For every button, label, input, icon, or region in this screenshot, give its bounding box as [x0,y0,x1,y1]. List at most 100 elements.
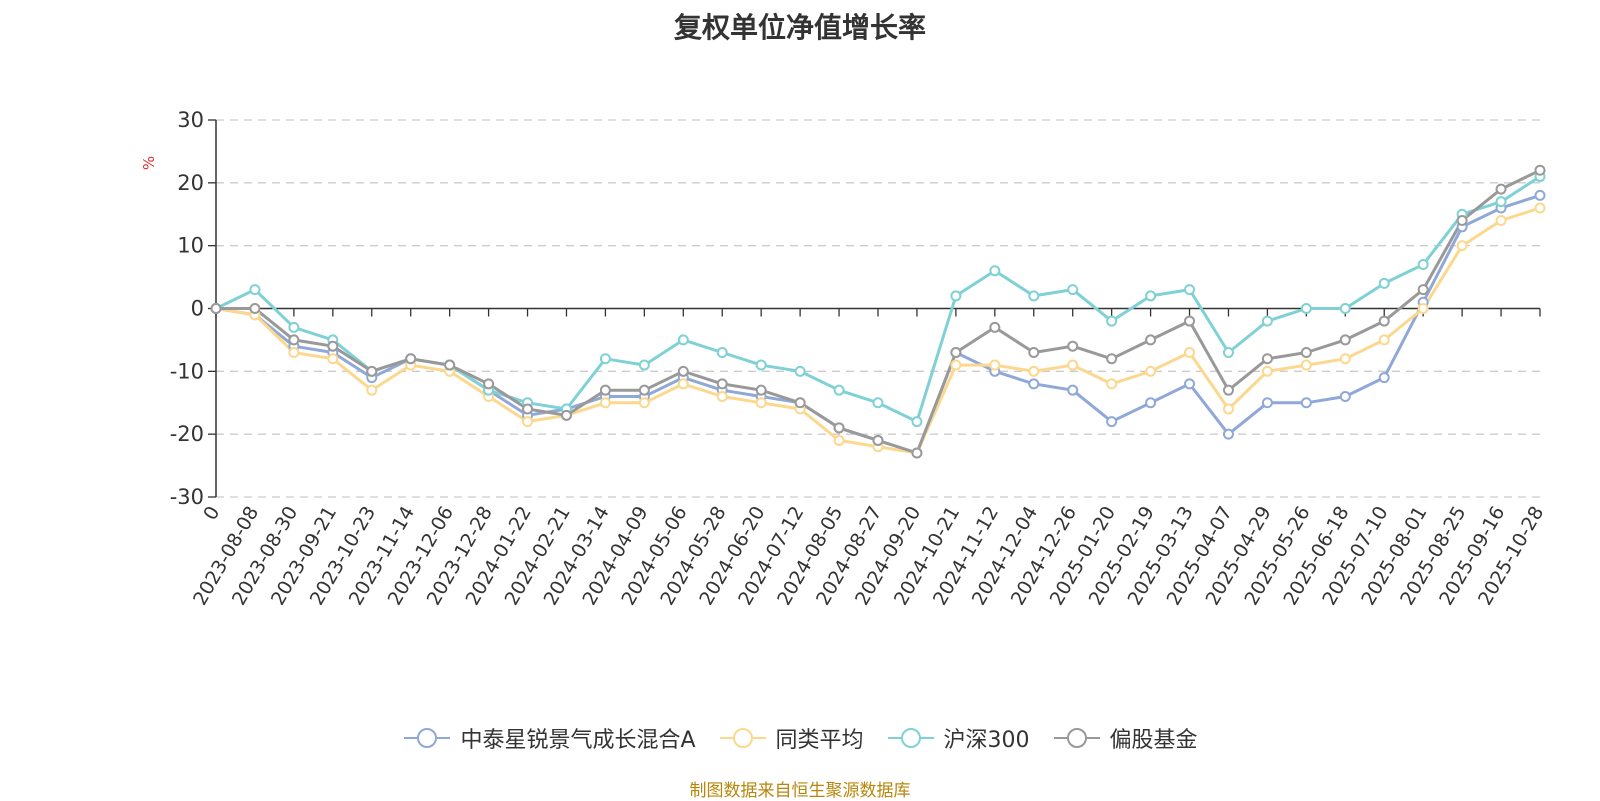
data-point [989,359,1001,371]
data-point [638,359,650,371]
data-point [1222,428,1234,440]
legend-item[interactable]: 中泰星锐景气成长混合A [402,722,696,754]
y-tick-label: -10 [170,359,204,383]
series-line [215,193,1541,455]
data-point [599,397,611,409]
data-point [872,397,884,409]
data-point [522,416,534,428]
data-point [833,384,845,396]
series-line [215,175,1541,424]
data-point [833,422,845,434]
legend-label: 偏股基金 [1109,728,1198,753]
data-point [638,397,650,409]
data-point [1378,334,1390,346]
data-point [560,409,572,421]
series-line [215,206,1541,455]
data-point [1028,365,1040,377]
data-point [1378,277,1390,289]
data-point [1184,284,1196,296]
legend-label: 中泰星锐景气成长混合A [460,728,696,753]
data-point [249,284,261,296]
data-point [1028,290,1040,302]
x-tick-label: 0 [199,503,224,524]
data-point [911,447,923,459]
data-point [1145,397,1157,409]
data-point [1339,353,1351,365]
data-point [950,359,962,371]
data-point [1067,340,1079,352]
data-point [1106,378,1118,390]
data-point [989,265,1001,277]
data-point [1339,303,1351,314]
data-point [1028,378,1040,390]
data-point [989,321,1001,333]
legend-label: 同类平均 [775,728,864,753]
data-point [599,353,611,365]
data-point [911,416,923,428]
data-point [1339,334,1351,346]
data-point [1145,365,1157,377]
data-point [288,321,300,333]
data-point [483,378,495,390]
data-point [677,378,689,390]
data-point [1145,334,1157,346]
data-point [1534,202,1546,214]
data-point [1456,240,1468,252]
data-point [716,390,728,402]
source-note: 制图数据来自恒生聚源数据库 [689,781,911,801]
legend-item[interactable]: 偏股基金 [1052,722,1198,754]
data-point [638,384,650,396]
data-point [677,365,689,377]
data-point [1300,303,1312,314]
data-point [1495,215,1507,227]
data-point [1495,183,1507,195]
data-point [210,303,222,314]
data-point [1378,372,1390,384]
data-point [1184,378,1196,390]
data-point [366,365,378,377]
y-tick-label: 10 [177,234,204,258]
data-point [288,334,300,346]
data-point [1184,346,1196,358]
y-tick-label: 30 [177,108,204,132]
data-point [1417,259,1429,271]
y-axis-label: % [140,156,158,170]
legend-item[interactable]: 同类平均 [718,722,864,754]
data-point [366,384,378,396]
data-point [1261,315,1273,327]
legend-swatch-icon [719,728,766,748]
data-point [1261,353,1273,365]
data-point [1261,365,1273,377]
y-tick-label: 0 [191,297,204,321]
legend: 中泰星锐景气成长混合A 同类平均 沪深300 偏股基金 [0,722,1600,754]
data-point [1067,359,1079,371]
data-point [327,353,339,365]
data-point [1184,315,1196,327]
data-point [716,346,728,358]
data-point [1222,346,1234,358]
data-point [288,346,300,358]
data-point [794,397,806,409]
chart-title: 复权单位净值增长率 [673,11,926,44]
y-tick-label: 20 [177,171,204,195]
data-point [950,346,962,358]
data-point [1300,346,1312,358]
data-point [755,384,767,396]
legend-swatch-icon [1053,728,1100,748]
data-point [1534,164,1546,176]
data-point [755,397,767,409]
legend-label: 沪深300 [943,728,1030,753]
data-point [1028,346,1040,358]
grid-lines [216,119,1540,498]
y-tick-label: -20 [170,422,204,446]
data-point [1378,315,1390,327]
legend-item[interactable]: 沪深300 [886,722,1030,754]
data-point [522,403,534,415]
data-point [1067,284,1079,296]
data-point [249,303,261,314]
data-point [1300,359,1312,371]
data-point [872,434,884,446]
data-point [716,378,728,390]
data-point [833,434,845,446]
data-point [1106,315,1118,327]
